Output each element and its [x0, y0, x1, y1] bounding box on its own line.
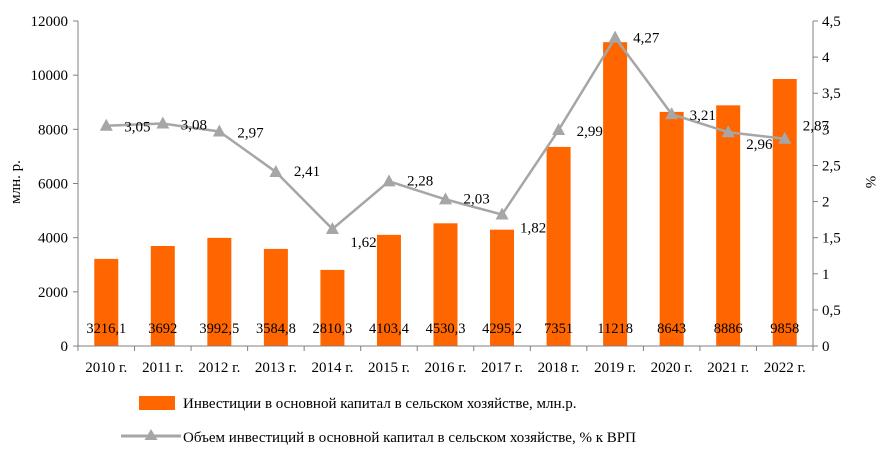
y-tick-label: 6000	[38, 177, 68, 193]
bar-1	[150, 246, 175, 346]
x-tick-label: 2021 г.	[707, 360, 749, 376]
line-layer	[99, 30, 792, 234]
y2-tick-label: 2,5	[822, 158, 841, 174]
line-point-7	[495, 207, 509, 220]
x-tick-label: 2017 г.	[481, 360, 523, 376]
line-point-1	[156, 116, 170, 129]
percent-value-label: 2,87	[803, 119, 830, 135]
y2-tick-label: 2	[822, 195, 830, 211]
y2-tick-label: 0	[822, 339, 830, 355]
x-tick-label: 2019 г.	[594, 360, 636, 376]
line-point-8	[552, 123, 566, 136]
x-tick-label: 2010 г.	[85, 360, 127, 376]
y-axis-title: млн. р.	[8, 160, 24, 204]
percent-value-label: 2,96	[746, 137, 773, 153]
y-tick-label: 2000	[38, 285, 68, 301]
percent-value-label: 2,03	[464, 191, 490, 207]
x-tick-label: 2016 г.	[425, 360, 467, 376]
y2-tick-label: 1	[822, 267, 830, 283]
line-point-4	[325, 222, 339, 234]
percent-value-label: 2,41	[294, 164, 320, 180]
x-tick-label: 2015 г.	[368, 360, 410, 376]
labels-layer: 3216,1 3692 3992,5 3584,8 2810,3 4103,4 4530,3…	[86, 31, 829, 337]
bar-0	[94, 258, 119, 346]
bar-5	[376, 234, 401, 346]
percent-value-label: 2,28	[407, 173, 433, 189]
y-tick-label: 8000	[38, 122, 68, 138]
line-point-0	[99, 118, 113, 131]
x-tick-label: 2014 г.	[311, 360, 353, 376]
bar-value-label: 7351	[544, 321, 573, 337]
y2-tick-label: 4	[822, 50, 830, 66]
y2-tick-label: 4,5	[822, 14, 841, 30]
x-tick-label: 2012 г.	[198, 360, 240, 376]
bar-2	[207, 237, 232, 346]
line-point-10	[665, 107, 679, 120]
percent-value-label: 3,21	[690, 108, 716, 124]
bar-10	[659, 111, 684, 346]
bar-value-label: 4530,3	[426, 321, 466, 337]
y-tick-label: 12000	[31, 14, 69, 30]
bar-8	[546, 146, 571, 346]
percent-value-label: 1,82	[520, 221, 546, 237]
y2-tick-label: 0,5	[822, 303, 841, 319]
x-tick-label: 2018 г.	[538, 360, 580, 376]
y-tick-label: 10000	[31, 68, 69, 84]
line-point-9	[608, 30, 622, 43]
y2-tick-label: 1,5	[822, 231, 841, 247]
bar-value-label: 8886	[714, 321, 743, 337]
bar-9	[603, 42, 628, 346]
line-point-2	[212, 124, 226, 137]
bar-3	[263, 248, 288, 346]
bar-value-label: 4295,2	[482, 321, 522, 337]
bar-6	[433, 223, 458, 346]
legend-bar-label: Инвестиции в основной капитал в сельском…	[183, 396, 577, 412]
x-tick-label: 2020 г.	[651, 360, 693, 376]
x-tick-label: 2022 г.	[764, 360, 806, 376]
bar-value-label: 3692	[148, 321, 177, 337]
bar-12	[772, 79, 797, 346]
percent-value-label: 1,62	[350, 235, 376, 251]
legend-line-label: Объем инвестиций в основной капитал в се…	[183, 430, 636, 446]
legend: Инвестиции в основной капитал в сельском…	[121, 396, 636, 446]
bar-value-label: 3992,5	[199, 321, 239, 337]
bar-value-label: 8643	[657, 321, 686, 337]
y-tick-label: 4000	[38, 231, 68, 247]
y2-tick-label: 3,5	[822, 86, 841, 102]
bar-4	[320, 269, 345, 346]
percent-value-label: 3,08	[181, 118, 207, 134]
line-point-6	[439, 192, 452, 205]
bar-value-label: 4103,4	[369, 321, 410, 337]
line-point-12	[778, 131, 792, 144]
x-tick-label: 2011 г.	[142, 360, 183, 376]
percent-value-label: 2,97	[237, 126, 264, 142]
y2-tick-label: 3	[822, 122, 830, 138]
bar-value-label: 11218	[597, 321, 633, 337]
line-point-5	[382, 174, 396, 187]
legend-triangle-marker	[144, 429, 158, 440]
legend-bar-swatch	[139, 396, 175, 410]
x-tick-label: 2013 г.	[255, 360, 297, 376]
line-point-3	[269, 164, 283, 177]
percent-value-label: 4,27	[633, 31, 660, 47]
bar-value-label: 3584,8	[256, 321, 296, 337]
line-point-11	[721, 125, 735, 138]
bars-layer	[94, 42, 797, 347]
bar-7	[490, 229, 515, 346]
bar-value-label: 3216,1	[86, 321, 126, 337]
percent-value-label: 3,05	[124, 120, 150, 136]
bar-value-label: 9858	[770, 321, 799, 337]
y-tick-label: 0	[61, 339, 69, 355]
percent-value-label: 2,99	[577, 124, 603, 140]
bar-value-label: 2810,3	[312, 321, 352, 337]
bar-11	[716, 105, 741, 347]
y2-axis-title: %	[862, 176, 878, 189]
axes-layer: 02000400060008000100001200000,511,522,53…	[31, 14, 841, 376]
